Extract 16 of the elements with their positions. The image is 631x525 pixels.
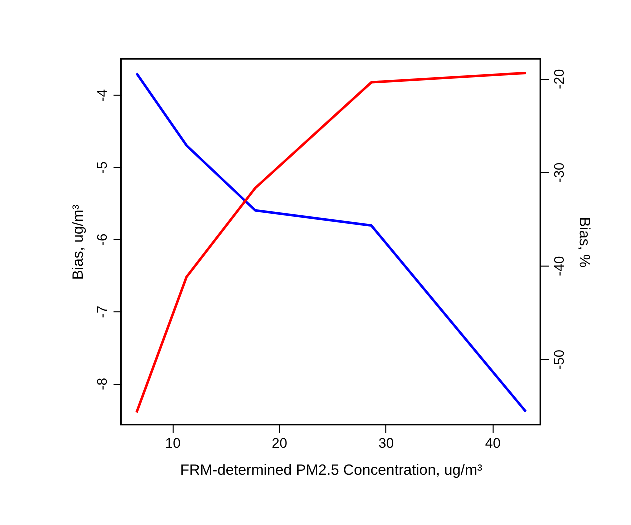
x-tick-label: 40: [485, 435, 502, 452]
y2-tick-label: -50: [550, 350, 567, 370]
x-tick-label: 10: [165, 435, 182, 452]
y2-tick-label: -20: [550, 69, 567, 90]
y-tick-label: -5: [94, 161, 110, 174]
y-tick-label: -4: [94, 89, 110, 102]
y-axis-title: Bias, ug/m³: [70, 204, 87, 280]
x-tick-label: 20: [272, 435, 288, 452]
y2-tick-label: -30: [550, 162, 567, 183]
y-tick-label: -8: [94, 378, 110, 390]
y2-tick-label: -40: [550, 256, 567, 276]
y-tick-label: -6: [94, 234, 110, 246]
y-tick-label: -7: [94, 306, 110, 318]
x-axis-title: FRM-determined PM2.5 Concentration, ug/m³: [180, 463, 482, 480]
y2-axis-title: Bias, %: [576, 217, 592, 268]
x-tick-label: 30: [378, 435, 394, 452]
